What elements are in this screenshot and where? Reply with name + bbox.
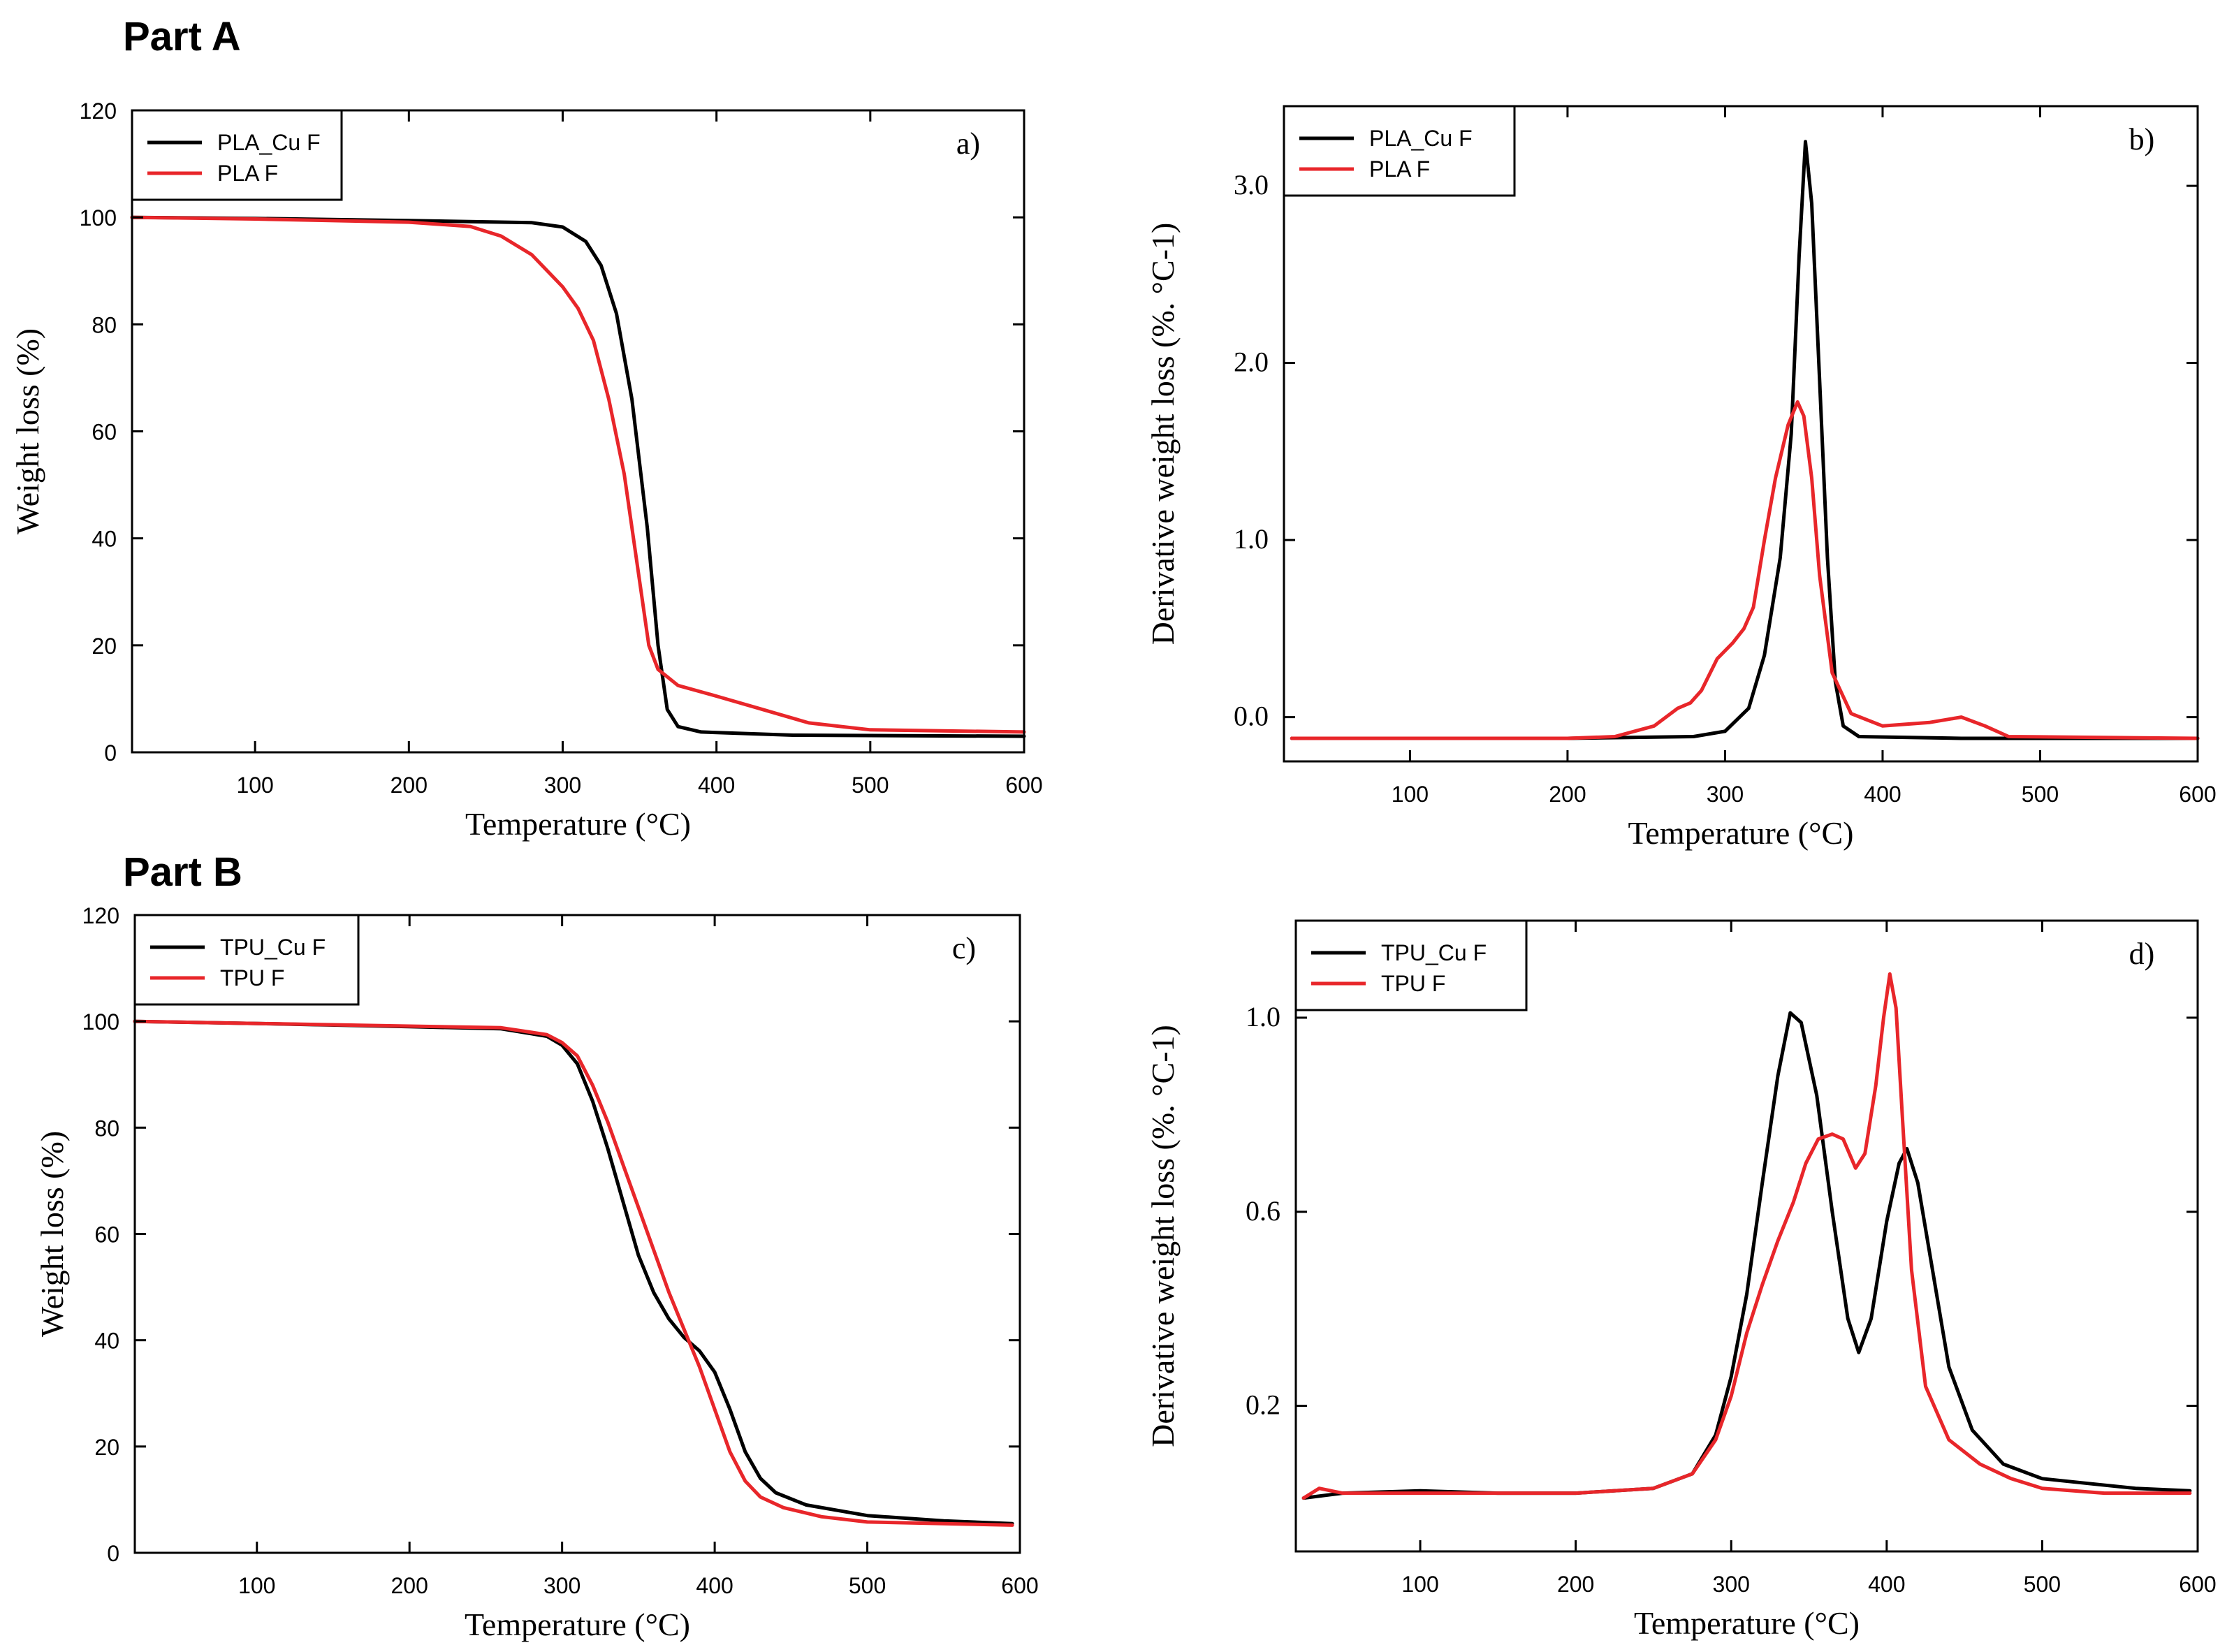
- y-tick-label-a-6: 120: [80, 98, 117, 124]
- legend-a: PLA_Cu F PLA F: [131, 109, 343, 201]
- y-tick-label-b-1: 1.0: [1234, 523, 1269, 555]
- x-tick-label-d-2: 300: [1713, 1572, 1750, 1597]
- y-tick-label-c-0: 0: [107, 1541, 119, 1566]
- x-tick-label-b-1: 200: [1549, 782, 1586, 807]
- legend-label-a-0: PLA_Cu F: [217, 130, 321, 155]
- legend-label-c-1: TPU F: [220, 965, 284, 991]
- x-tick-label-c-0: 100: [238, 1573, 275, 1598]
- y-tick-label-a-3: 60: [92, 420, 117, 445]
- x-tick-label-d-5: 600: [2179, 1572, 2216, 1597]
- x-tick-label-c-4: 500: [849, 1573, 886, 1598]
- x-axis-title-a: Temperature (°C): [465, 806, 691, 842]
- x-tick-label-a-4: 500: [852, 773, 889, 798]
- plot-frame-c: [133, 914, 1021, 1554]
- x-axis-title-d: Temperature (°C): [1634, 1605, 1860, 1641]
- series-line-b-1: [1290, 400, 2200, 740]
- legend-label-a-1: PLA F: [217, 161, 278, 186]
- x-tick-label-b-5: 600: [2179, 782, 2216, 807]
- legend-b: PLA_Cu F PLA F: [1283, 105, 1516, 197]
- y-tick-label-a-4: 80: [92, 312, 117, 337]
- plot-frame-b: [1283, 105, 2199, 763]
- panel-label-b: b): [2129, 122, 2155, 156]
- x-tick-label-a-3: 400: [698, 773, 735, 798]
- chart-panel-a: 100 200 300 400 500 600 0 20 40 60 80 100 120 Tempera…: [10, 98, 1043, 842]
- y-tick-label-b-3: 3.0: [1234, 169, 1269, 200]
- y-tick-label-a-0: 0: [104, 740, 117, 766]
- series-line-c-1: [133, 1019, 1014, 1527]
- legend-label-b-1: PLA F: [1369, 156, 1430, 182]
- series-line-a-1: [130, 215, 1026, 734]
- x-tick-label-b-2: 300: [1707, 782, 1744, 807]
- y-tick-label-b-2: 2.0: [1234, 346, 1269, 378]
- legend-box-b: [1283, 105, 1516, 197]
- y-tick-label-c-5: 100: [82, 1009, 119, 1035]
- part-a-title: Part A: [123, 14, 241, 59]
- x-tick-label-c-3: 400: [696, 1573, 733, 1598]
- part-b-title: Part B: [123, 849, 242, 895]
- y-tick-label-c-6: 120: [82, 903, 119, 928]
- legend-box-d: [1294, 919, 1528, 1011]
- x-tick-label-a-5: 600: [1005, 773, 1042, 798]
- panel-label-c: c): [952, 931, 976, 965]
- y-tick-label-c-1: 20: [94, 1435, 119, 1460]
- panel-label-a: a): [956, 126, 980, 161]
- x-tick-label-a-0: 100: [236, 773, 273, 798]
- series-line-d-0: [1301, 1011, 2192, 1500]
- y-axis-title-a: Weight loss (%): [10, 328, 45, 534]
- legend-box-a: [131, 109, 343, 201]
- series-line-a-0: [130, 215, 1026, 738]
- chart-panels: 100 200 300 400 500 600020406080100120Tempera…: [10, 98, 2217, 1642]
- x-tick-label-c-5: 600: [1001, 1573, 1038, 1598]
- y-tick-label-a-2: 40: [92, 527, 117, 552]
- x-tick-label-d-4: 500: [2024, 1572, 2061, 1597]
- series-line-c-0: [133, 1019, 1014, 1526]
- chart-panel-c: 100 200 300 400 500 600 0 20 40 60 80 100 120 Tempera…: [34, 903, 1039, 1642]
- x-axis-title-b: Temperature (°C): [1628, 815, 1854, 851]
- y-tick-label-d-1: 0.6: [1246, 1195, 1280, 1227]
- y-tick-label-c-3: 60: [94, 1222, 119, 1248]
- x-tick-label-d-0: 100: [1401, 1572, 1438, 1597]
- series-line-b-0: [1290, 140, 2200, 740]
- y-tick-label-c-2: 40: [94, 1329, 119, 1354]
- y-tick-label-d-2: 1.0: [1246, 1001, 1280, 1032]
- y-axis-title-b: Derivative weight loss (%. °C-1): [1145, 223, 1181, 645]
- legend-d: TPU_Cu F TPU F: [1294, 919, 1528, 1011]
- x-tick-label-b-3: 400: [1864, 782, 1901, 807]
- plot-frame-a: [131, 109, 1025, 754]
- y-axis-title-c: Weight loss (%): [34, 1131, 70, 1337]
- y-tick-label-b-0: 0.0: [1234, 701, 1269, 732]
- x-tick-label-c-1: 200: [391, 1573, 428, 1598]
- legend-label-b-0: PLA_Cu F: [1369, 126, 1473, 151]
- plot-frame-d: [1294, 919, 2199, 1553]
- y-tick-label-c-4: 80: [94, 1116, 119, 1141]
- series-line-d-1: [1301, 972, 2192, 1500]
- legend-c: TPU_Cu F TPU F: [133, 914, 360, 1006]
- legend-label-d-1: TPU F: [1381, 971, 1445, 996]
- y-tick-label-d-0: 0.2: [1246, 1389, 1280, 1421]
- x-tick-label-d-3: 400: [1868, 1572, 1905, 1597]
- x-tick-label-a-2: 300: [544, 773, 581, 798]
- x-tick-label-c-2: 300: [543, 1573, 581, 1598]
- panel-label-d: d): [2129, 937, 2155, 971]
- x-tick-label-a-1: 200: [390, 773, 428, 798]
- legend-box-c: [133, 914, 360, 1006]
- x-tick-label-b-0: 100: [1392, 782, 1429, 807]
- y-axis-title-d: Derivative weight loss (%. °C-1): [1145, 1025, 1181, 1447]
- x-axis-title-c: Temperature (°C): [465, 1607, 690, 1642]
- chart-panel-b: 100 200 300 400 500 600 0.0 1.0 2.0 3.0 Temperatur…: [1145, 105, 2217, 851]
- chart-panel-d: 100 200 300 400 500 600 0.2 0.6 1.0 Temperature (…: [1145, 919, 2217, 1641]
- y-tick-label-a-5: 100: [80, 205, 117, 231]
- legend-label-d-0: TPU_Cu F: [1381, 940, 1487, 965]
- x-tick-label-d-1: 200: [1557, 1572, 1594, 1597]
- y-tick-label-a-1: 20: [92, 634, 117, 659]
- x-tick-label-b-4: 500: [2022, 782, 2059, 807]
- legend-label-c-0: TPU_Cu F: [220, 935, 326, 960]
